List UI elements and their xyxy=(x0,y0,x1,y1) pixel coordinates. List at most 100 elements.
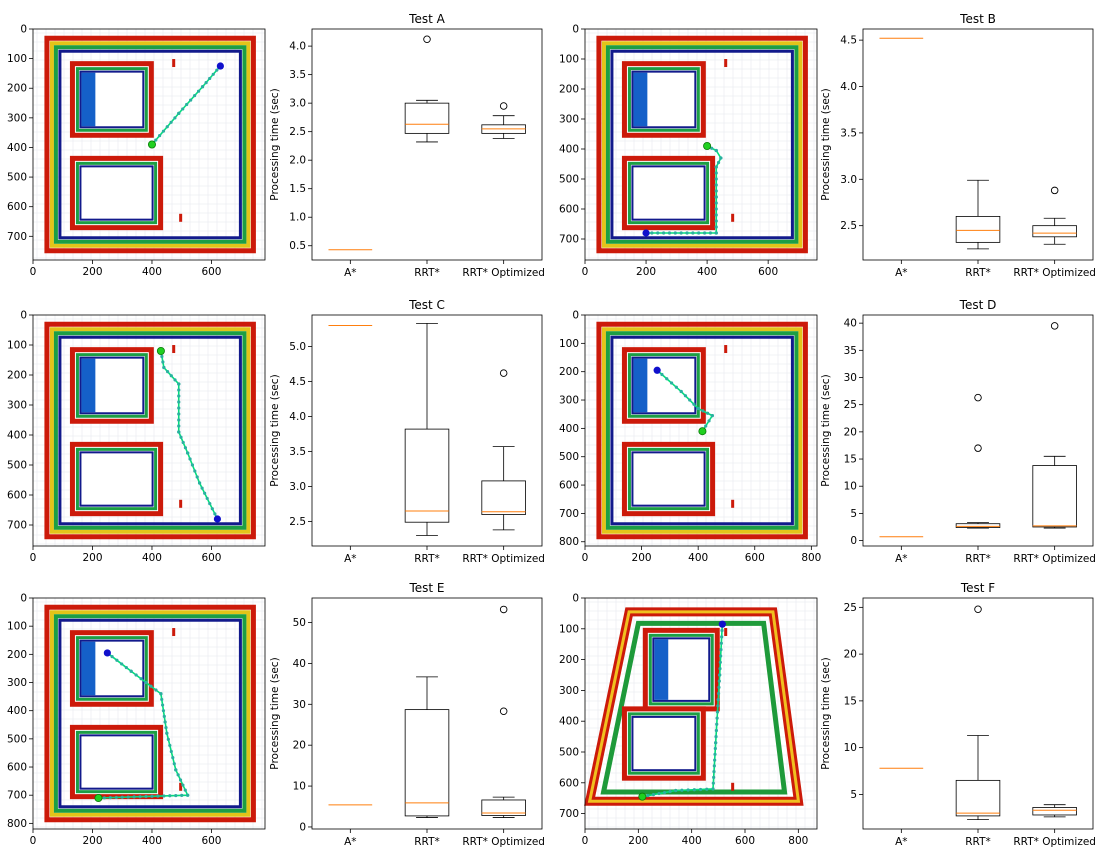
box-3 xyxy=(481,369,526,531)
path-node xyxy=(177,111,181,116)
room-wall-blue xyxy=(79,356,145,415)
room-wall-blue xyxy=(631,451,706,507)
path-node xyxy=(173,116,177,120)
path-node xyxy=(656,231,660,235)
outlier xyxy=(499,102,508,110)
y-tick-label: 4.5 xyxy=(289,376,306,388)
path-node xyxy=(204,81,208,85)
path-node xyxy=(144,794,148,799)
chart-title: Test D xyxy=(959,298,997,312)
y-tick-label: 3.0 xyxy=(289,481,306,493)
y-tick-label: 400 xyxy=(7,705,27,717)
room-wall-blue xyxy=(79,70,145,129)
path-node xyxy=(716,691,721,696)
path-node xyxy=(686,788,690,792)
y-axis-label: Processing time (sec) xyxy=(820,88,832,200)
x-tick-label: 600 xyxy=(745,552,765,564)
y-tick-label: 4.0 xyxy=(289,411,306,423)
path-node xyxy=(712,770,716,774)
y-tick-label: 25 xyxy=(844,602,857,614)
outer-wall-blue xyxy=(610,335,794,526)
x-tick-label: 400 xyxy=(142,835,162,847)
room-wall xyxy=(69,155,164,231)
path-node xyxy=(701,409,705,413)
y-tick-label: 35 xyxy=(844,345,857,357)
x-tick-label: RRT* xyxy=(414,267,440,279)
path-node xyxy=(208,501,212,506)
box-3 xyxy=(1032,186,1077,245)
outlier xyxy=(499,369,508,377)
y-tick-label: 600 xyxy=(559,204,579,216)
path-node xyxy=(714,728,718,733)
box-body xyxy=(955,523,1001,528)
map-frame xyxy=(584,314,818,547)
y-axis-label: Processing time (sec) xyxy=(269,374,281,486)
outer-wall-green xyxy=(605,331,799,530)
x-tick-label: RRT* Optimized xyxy=(1013,267,1096,279)
y-tick-label: 0 xyxy=(20,593,27,605)
room-wall xyxy=(621,706,706,781)
y-tick-label: 100 xyxy=(7,53,27,65)
y-axis-label: Processing time (sec) xyxy=(820,657,832,769)
path-node xyxy=(210,507,214,511)
box-body xyxy=(1032,225,1077,238)
path-node xyxy=(714,213,718,217)
path-node xyxy=(160,697,164,702)
path-node xyxy=(110,654,114,659)
x-tick-label: 600 xyxy=(758,266,778,278)
x-tick-label: 400 xyxy=(697,266,717,278)
path-node xyxy=(679,389,683,394)
y-tick-label: 100 xyxy=(7,340,27,352)
start-point xyxy=(216,62,224,70)
x-tick-label: 600 xyxy=(201,835,221,847)
path-node xyxy=(705,787,709,791)
small-obstacle xyxy=(179,499,183,508)
y-tick-label: 0 xyxy=(20,24,27,36)
box-2 xyxy=(955,179,1001,250)
path-node xyxy=(683,394,688,398)
box-2 xyxy=(404,322,450,536)
path-node xyxy=(126,795,130,799)
path-node xyxy=(714,183,718,187)
path-node xyxy=(714,195,718,199)
box-body xyxy=(481,480,526,515)
box-2 xyxy=(955,605,1001,821)
x-tick-label: 0 xyxy=(582,835,589,847)
y-tick-label: 200 xyxy=(559,84,579,96)
y-tick-label: 30 xyxy=(844,372,857,384)
path-node xyxy=(710,146,714,150)
x-tick-label: 600 xyxy=(201,266,221,278)
small-obstacle xyxy=(731,499,735,508)
path-node xyxy=(165,731,169,735)
outer-wall-gradient xyxy=(587,610,801,803)
path-node xyxy=(186,793,190,797)
x-tick-label: 200 xyxy=(82,552,102,564)
y-tick-label: 2.0 xyxy=(289,155,306,167)
x-tick-label: A* xyxy=(344,553,356,565)
y-tick-label: 20 xyxy=(844,426,857,438)
x-tick-label: 600 xyxy=(201,552,221,564)
small-obstacle xyxy=(731,213,735,222)
y-tick-label: 4.0 xyxy=(840,81,857,93)
y-tick-label: 3.0 xyxy=(289,98,306,110)
path-node xyxy=(714,201,718,205)
path-node xyxy=(181,783,185,787)
y-tick-label: 500 xyxy=(7,172,27,184)
room-wall xyxy=(69,724,164,800)
path-node xyxy=(714,231,718,235)
small-obstacle xyxy=(731,782,735,791)
x-tick-label: 200 xyxy=(628,835,648,847)
y-tick-label: 2.5 xyxy=(289,126,306,138)
path-node xyxy=(195,475,199,479)
y-tick-label: 300 xyxy=(559,114,579,126)
map-panel: 0 200 400 600 0 100 200 300 400 500 600 700 xyxy=(7,24,266,278)
path-node xyxy=(144,680,148,685)
box-3 xyxy=(1032,322,1077,529)
boxplot-panel: Test A Processing time (sec) 0.5 1.0 1.5 2.0 2… xyxy=(269,12,545,279)
path-node xyxy=(714,171,718,175)
room-wall-green xyxy=(75,636,148,701)
path-node xyxy=(719,156,723,160)
path-node xyxy=(698,787,703,792)
path-node xyxy=(197,481,202,485)
x-tick-label: RRT* Optimized xyxy=(462,836,545,848)
